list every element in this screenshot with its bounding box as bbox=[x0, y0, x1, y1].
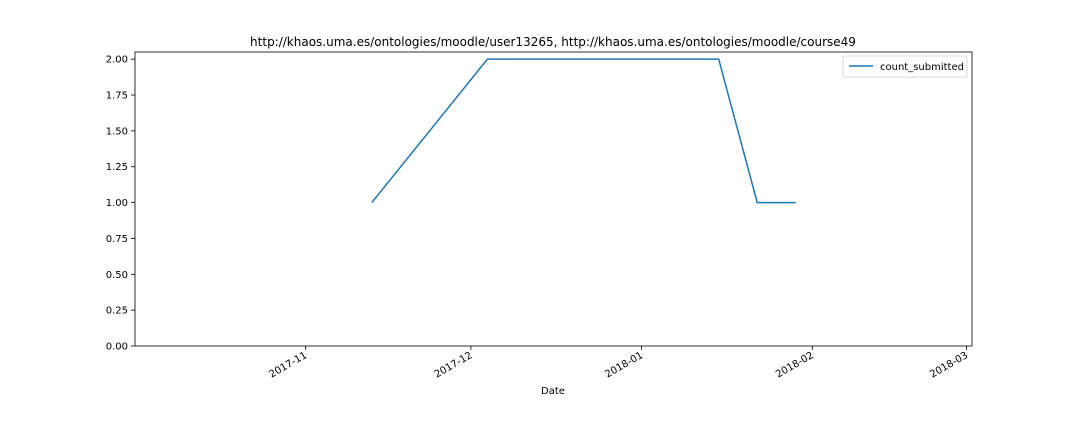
x-tick-label: 2017-11 bbox=[268, 350, 310, 380]
y-tick-label: 0.75 bbox=[106, 234, 128, 245]
x-tick-label: 2018-03 bbox=[928, 350, 970, 380]
x-axis: 2017-11 2017-12 2018-01 2018-02 2018-03 bbox=[268, 346, 970, 380]
legend: count_submitted bbox=[842, 55, 968, 78]
plot-area bbox=[134, 51, 973, 347]
y-tick-label: 1.50 bbox=[106, 126, 128, 137]
legend-label: count_submitted bbox=[880, 62, 964, 73]
x-axis-label: Date bbox=[541, 386, 565, 397]
chart-title: http://khaos.uma.es/ontologies/moodle/us… bbox=[250, 35, 856, 49]
series-line bbox=[371, 58, 796, 204]
y-axis: 0.00 0.25 0.50 0.75 1.00 1.25 1.50 1.75 2.00 bbox=[106, 55, 135, 353]
y-tick-label: 2.00 bbox=[106, 55, 128, 66]
y-tick-label: 0.00 bbox=[106, 342, 128, 353]
x-tick-label: 2018-01 bbox=[603, 350, 645, 380]
x-tick-label: 2017-12 bbox=[433, 350, 475, 380]
series-layer bbox=[371, 58, 796, 204]
legend-box bbox=[842, 55, 968, 78]
y-tick-label: 1.75 bbox=[106, 91, 128, 102]
x-tick-label: 2018-02 bbox=[774, 350, 816, 380]
y-tick-label: 1.00 bbox=[106, 198, 128, 209]
y-tick-label: 0.50 bbox=[106, 270, 128, 281]
y-tick-label: 0.25 bbox=[106, 306, 128, 317]
y-tick-label: 1.25 bbox=[106, 162, 128, 173]
